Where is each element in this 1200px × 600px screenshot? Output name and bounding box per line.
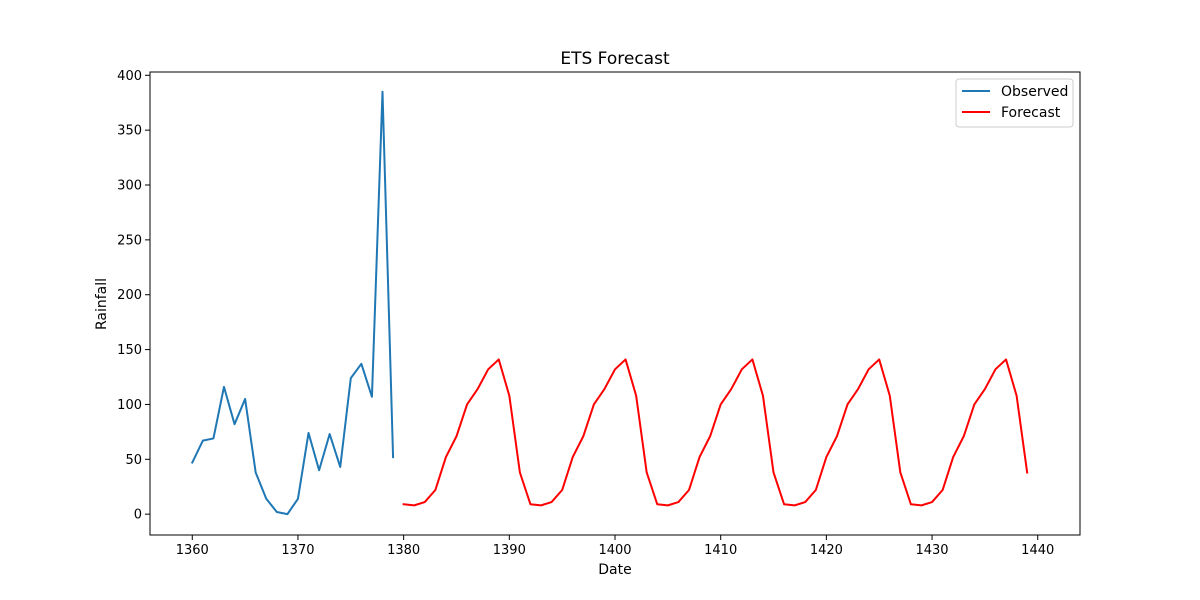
plot-frame	[149, 71, 1081, 536]
plot-area	[190, 90, 1029, 516]
x-tick-label: 1410	[704, 543, 737, 558]
y-tick-label: 100	[117, 398, 142, 413]
chart-title: ETS Forecast	[560, 49, 670, 69]
y-axis: 0 50 100 150 200 250 300 350 400	[117, 69, 150, 523]
y-tick-label: 250	[117, 233, 142, 248]
y-tick-label: 300	[117, 179, 142, 194]
x-tick-label: 1400	[598, 543, 631, 558]
legend: Observed Forecast	[955, 78, 1074, 128]
y-tick-label: 0	[134, 508, 142, 523]
series-line-observed	[190, 90, 395, 516]
y-tick-label: 150	[117, 343, 142, 358]
y-tick-label: 50	[125, 453, 142, 468]
x-axis-label: Date	[598, 562, 631, 578]
y-tick-label: 400	[117, 69, 142, 84]
y-axis-label: Rainfall	[94, 278, 110, 330]
x-tick-label: 1390	[493, 543, 526, 558]
x-tick-label: 1420	[810, 543, 843, 558]
series-line-forecast	[402, 358, 1029, 507]
legend-label-observed: Observed	[1001, 84, 1068, 100]
x-tick-label: 1380	[387, 543, 420, 558]
y-tick-label: 350	[117, 124, 142, 139]
y-tick-label: 200	[117, 288, 142, 303]
legend-label-forecast: Forecast	[1001, 105, 1061, 121]
x-axis: 1360 1370 1380 1390 1400 1410 1420 1430 1440	[176, 535, 1054, 558]
x-tick-label: 1370	[281, 543, 314, 558]
x-tick-label: 1360	[176, 543, 209, 558]
x-tick-label: 1430	[915, 543, 948, 558]
x-tick-label: 1440	[1021, 543, 1054, 558]
